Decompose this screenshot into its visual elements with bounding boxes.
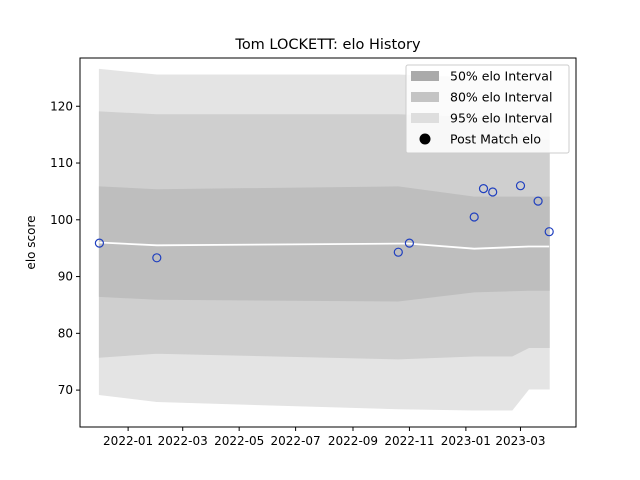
- y-tick-label: 100: [50, 213, 73, 227]
- chart-title: Tom LOCKETT: elo History: [234, 37, 421, 53]
- y-tick-label: 80: [58, 326, 73, 340]
- data-point: [94, 238, 105, 248]
- x-tick-label: 2022-09: [328, 434, 378, 448]
- legend-label: 95% elo Interval: [450, 111, 552, 126]
- legend-marker-icon: [419, 133, 431, 145]
- y-tick-label: 120: [50, 99, 73, 113]
- y-axis: 70 80 90 100 110 120: [50, 99, 80, 397]
- x-tick-label: 2023-03: [495, 434, 545, 448]
- data-point: [393, 247, 403, 257]
- legend-label: Post Match elo: [450, 132, 541, 147]
- y-tick-label: 70: [58, 383, 73, 397]
- legend-swatch-icon: [411, 71, 439, 81]
- y-tick-label: 90: [58, 270, 73, 284]
- data-point: [469, 212, 479, 222]
- y-axis-label: elo score: [24, 215, 38, 269]
- data-point: [488, 187, 498, 197]
- legend-swatch-icon: [411, 92, 439, 102]
- x-axis: 2022-01 2022-03 2022-05 2022-07 2022-09 2022-…: [103, 427, 546, 448]
- x-tick-label: 2022-05: [214, 434, 264, 448]
- x-tick-label: 2022-07: [271, 434, 321, 448]
- series-line-mean-elo: [99, 241, 550, 250]
- legend-swatch-icon: [411, 113, 439, 123]
- plot-area: [94, 68, 554, 411]
- x-tick-label: 2022-11: [384, 434, 434, 448]
- legend-box: [405, 64, 570, 154]
- x-tick-label: 2022-01: [103, 434, 153, 448]
- y-tick-label: 110: [50, 156, 73, 170]
- x-tick-label: 2022-03: [158, 434, 208, 448]
- legend: 50% elo Interval 80% elo Interval 95% elo …: [405, 64, 570, 154]
- x-tick-label: 2023-01: [441, 434, 491, 448]
- legend-label: 50% elo Interval: [450, 69, 552, 84]
- data-point: [152, 253, 162, 263]
- data-point: [544, 227, 554, 237]
- data-point: [533, 196, 543, 206]
- data-point: [404, 238, 414, 248]
- data-point: [478, 184, 489, 194]
- legend-label: 80% elo Interval: [450, 90, 552, 105]
- data-point: [515, 181, 526, 191]
- axes-frame: [79, 57, 577, 428]
